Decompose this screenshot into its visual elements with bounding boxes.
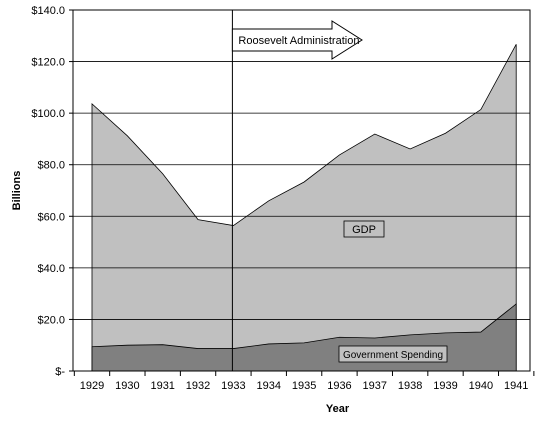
series-label-box-government-spending bbox=[338, 345, 448, 363]
x-tick-label: 1941 bbox=[504, 380, 528, 392]
x-tick-label: 1940 bbox=[469, 380, 493, 392]
x-tick-label: 1933 bbox=[221, 380, 245, 392]
x-tick-label: 1930 bbox=[115, 380, 139, 392]
y-tick-label: $- bbox=[55, 366, 65, 378]
x-tick-label: 1931 bbox=[150, 380, 174, 392]
x-tick-label: 1937 bbox=[363, 380, 387, 392]
series-label-government-spending: Government Spending bbox=[343, 350, 443, 361]
x-tick-label: 1929 bbox=[80, 380, 104, 392]
x-tick-label: 1939 bbox=[433, 380, 457, 392]
x-tick-label: 1936 bbox=[327, 380, 351, 392]
x-axis-title: Year bbox=[326, 403, 350, 415]
administration-arrow bbox=[231, 20, 363, 60]
y-tick-label: $80.0 bbox=[37, 160, 65, 172]
plot-border bbox=[72, 9, 531, 372]
y-tick-label: $40.0 bbox=[37, 263, 65, 275]
y-axis-title: Billions bbox=[11, 171, 23, 211]
y-tick-label: $120.0 bbox=[31, 57, 65, 69]
y-tick-label: $140.0 bbox=[31, 5, 65, 17]
series-area-gdp bbox=[91, 44, 517, 372]
x-tick-label: 1938 bbox=[398, 380, 422, 392]
x-tick-label: 1934 bbox=[257, 380, 281, 392]
x-tick-label: 1935 bbox=[292, 380, 316, 392]
y-tick-label: $60.0 bbox=[37, 211, 65, 223]
y-tick-label: $100.0 bbox=[31, 108, 65, 120]
y-tick-label: $20.0 bbox=[37, 314, 65, 326]
administration-label: Roosevelt Administration bbox=[238, 35, 359, 47]
x-tick-label: 1932 bbox=[186, 380, 210, 392]
series-label-gdp: GDP bbox=[352, 224, 376, 236]
series-label-box-gdp bbox=[343, 220, 385, 238]
